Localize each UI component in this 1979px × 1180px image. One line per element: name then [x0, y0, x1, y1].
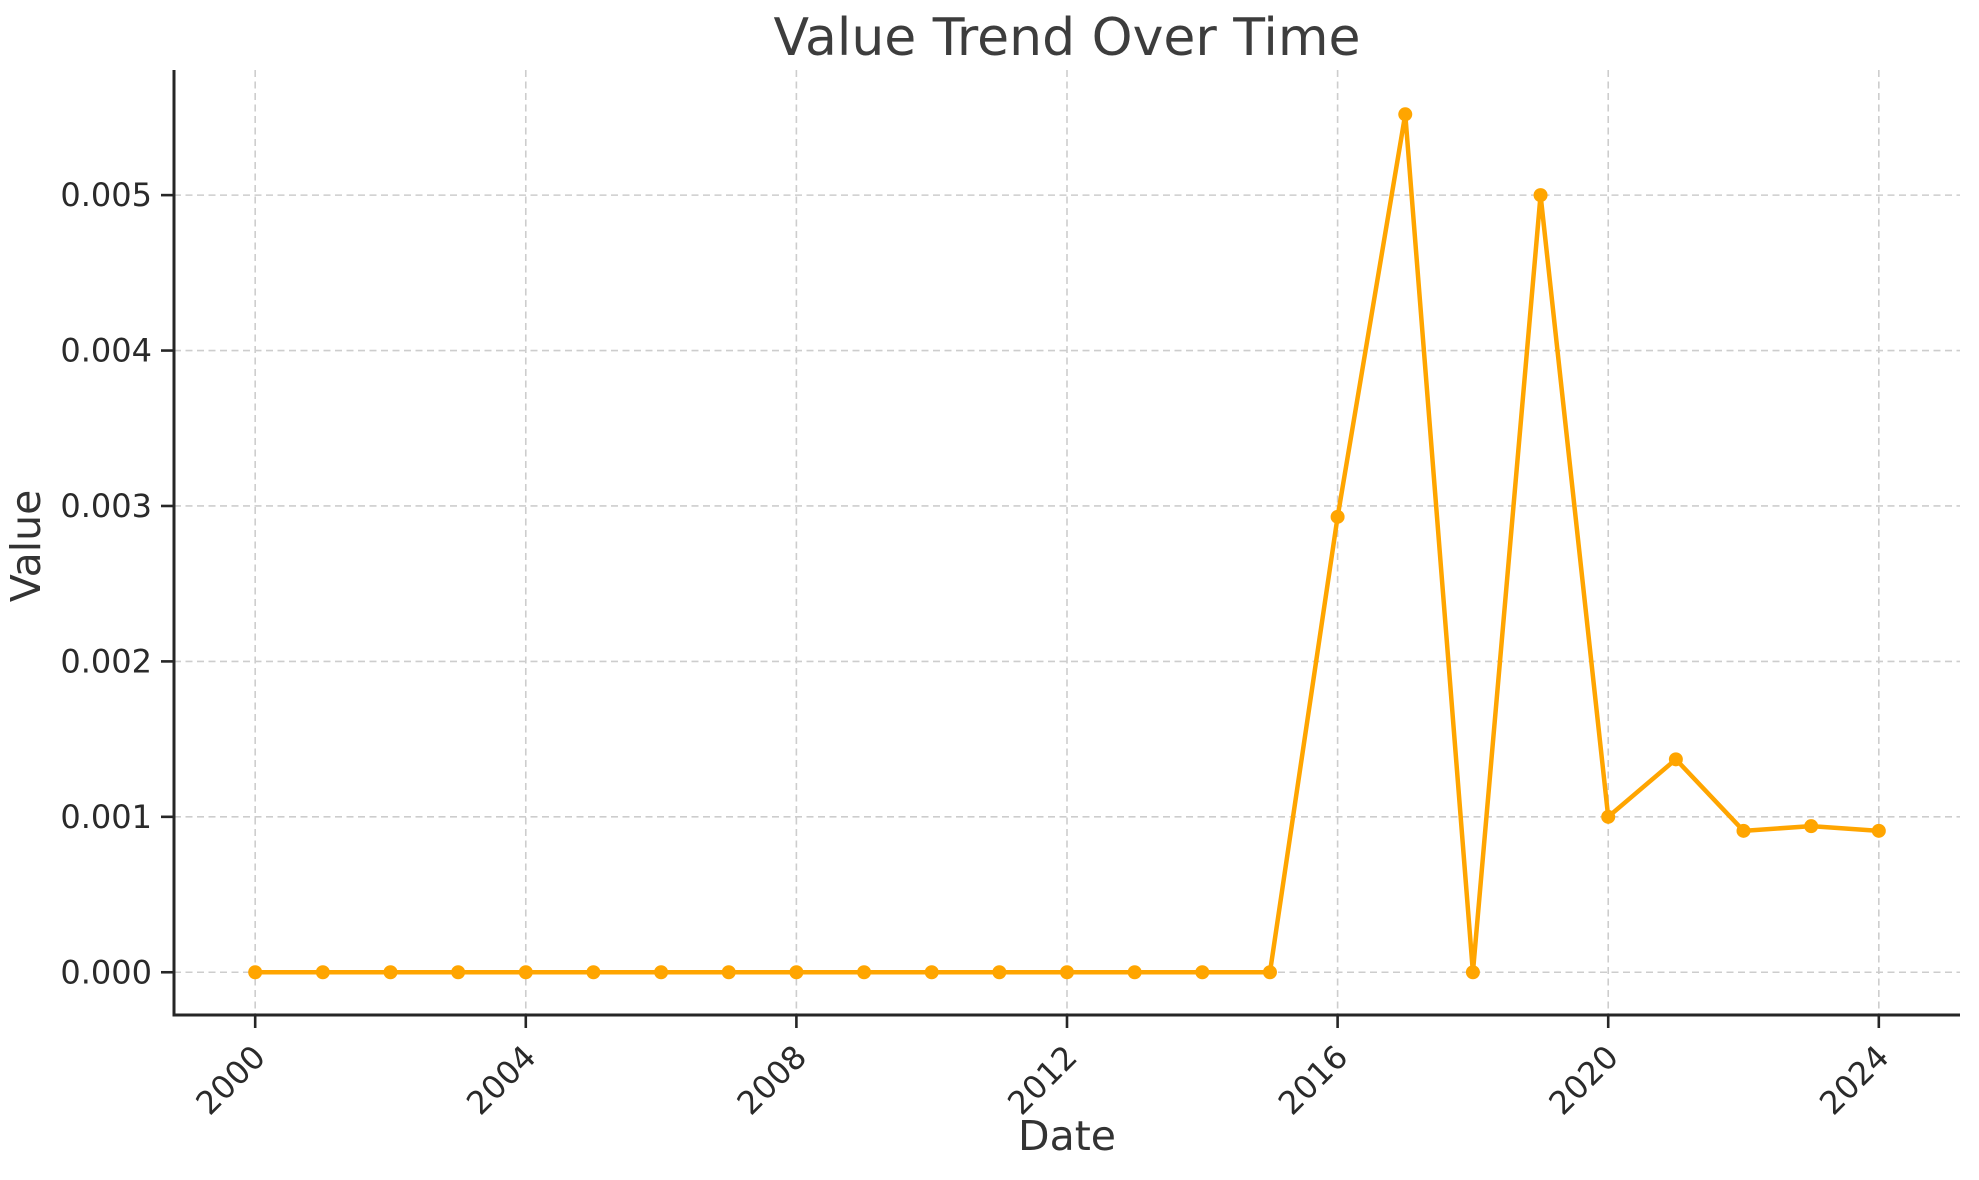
- data-point-marker: [315, 965, 330, 980]
- x-tick-label: 2024: [1812, 1038, 1896, 1122]
- data-point-marker: [1262, 965, 1277, 980]
- data-point-marker: [451, 965, 466, 980]
- y-axis-label: Value: [2, 489, 50, 603]
- y-tick-label: 0.004: [60, 332, 152, 370]
- x-tick-label: 2004: [459, 1038, 543, 1122]
- data-point-marker: [248, 965, 263, 980]
- data-point-marker: [1330, 509, 1345, 524]
- data-point-marker: [1060, 965, 1074, 980]
- y-tick-label: 0.002: [60, 642, 152, 680]
- data-point-marker: [1804, 819, 1819, 834]
- x-tick-label: 2000: [188, 1038, 272, 1122]
- data-point-marker: [1398, 107, 1413, 122]
- data-point-marker: [383, 965, 398, 980]
- data-point-marker: [1195, 965, 1210, 980]
- data-point-marker: [857, 965, 872, 980]
- x-axis-label: Date: [1018, 1112, 1116, 1160]
- data-point-marker: [924, 965, 939, 980]
- data-point-marker: [1465, 965, 1480, 980]
- data-point-marker: [654, 965, 669, 980]
- data-point-marker: [518, 965, 533, 980]
- data-point-marker: [1871, 823, 1886, 838]
- data-point-marker: [721, 965, 736, 980]
- data-point-marker: [992, 965, 1007, 980]
- y-tick-label: 0.000: [60, 953, 152, 991]
- x-tick-label: 2020: [1541, 1038, 1625, 1122]
- x-tick-label: 2008: [730, 1038, 814, 1122]
- chart-title: Value Trend Over Time: [773, 8, 1361, 68]
- y-tick-label: 0.003: [60, 487, 152, 525]
- x-tick-label: 2016: [1271, 1038, 1355, 1122]
- x-tick-label: 2012: [1000, 1038, 1084, 1122]
- data-point-marker: [1668, 752, 1683, 767]
- data-point-marker: [789, 965, 804, 980]
- y-tick-label: 0.001: [60, 798, 152, 836]
- data-point-marker: [586, 965, 601, 980]
- data-point-marker: [1127, 965, 1142, 980]
- y-tick-label: 0.005: [60, 176, 152, 214]
- data-point-marker: [1533, 188, 1548, 203]
- data-point-marker: [1601, 809, 1616, 824]
- data-point-marker: [1736, 823, 1751, 838]
